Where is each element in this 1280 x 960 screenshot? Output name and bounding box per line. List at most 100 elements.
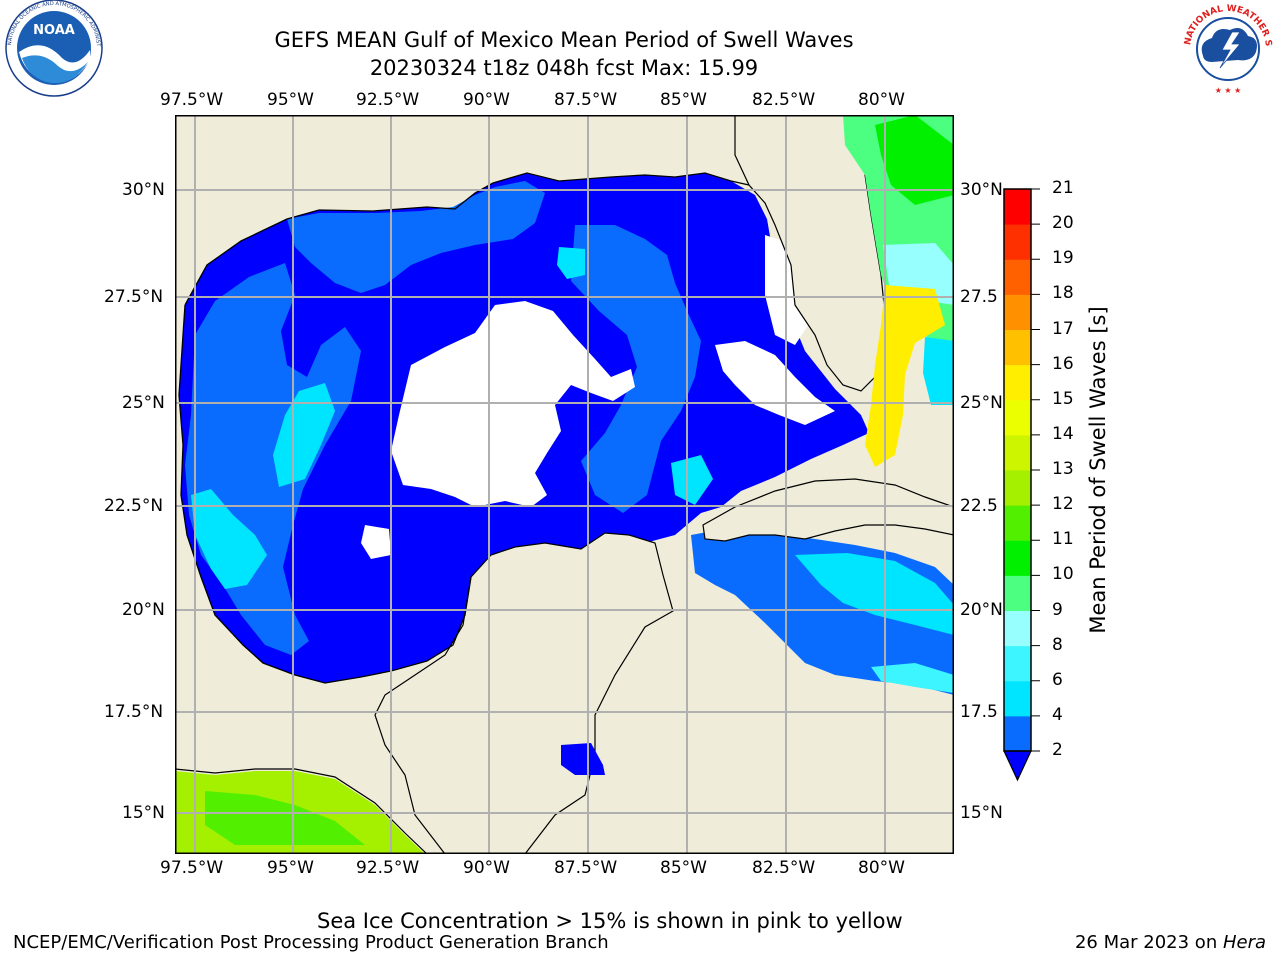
swell-4-6s-yucatan bbox=[671, 455, 713, 505]
lon-label-top: 87.5°W bbox=[554, 90, 618, 110]
lon-label-bottom: 80°W bbox=[858, 858, 905, 878]
lon-label-top: 82.5°W bbox=[752, 90, 816, 110]
colorbar-tick-label: 6 bbox=[1052, 669, 1063, 690]
colorbar-cell bbox=[1004, 505, 1031, 541]
lat-label-right: 30°N bbox=[960, 180, 1003, 200]
lon-label-top: 90°W bbox=[463, 90, 510, 110]
branch-credit: NCEP/EMC/Verification Post Processing Pr… bbox=[13, 932, 609, 953]
colorbar-tick-label: 12 bbox=[1052, 494, 1074, 515]
lon-label-bottom: 87.5°W bbox=[554, 858, 618, 878]
colorbar-tick-label: 10 bbox=[1052, 564, 1074, 585]
colorbar-label: Mean Period of Swell Waves [s] bbox=[1086, 306, 1110, 634]
lon-label-bottom: 92.5°W bbox=[356, 858, 420, 878]
colorbar bbox=[1003, 188, 1040, 782]
colorbar-cell bbox=[1004, 399, 1031, 436]
generation-date-text: 26 Mar 2023 on bbox=[1074, 932, 1223, 953]
colorbar-cell bbox=[1004, 540, 1031, 576]
north-coastline bbox=[184, 172, 750, 306]
map-subtitle: 20230324 t18z 048h fcst Max: 15.99 bbox=[369, 56, 759, 80]
colorbar-cell bbox=[1004, 610, 1031, 647]
colorbar-tick-label: 18 bbox=[1052, 283, 1074, 304]
colorbar-tick-label: 19 bbox=[1052, 248, 1074, 269]
pacific-coastline bbox=[175, 768, 428, 854]
noaa-logo: NOAA NATIONAL OCEANIC AND ATMOSPHERIC AD… bbox=[2, 0, 103, 97]
lat-label-left: 25°N bbox=[122, 393, 165, 413]
lat-label-right: 25°N bbox=[960, 393, 1003, 413]
swell-4-6s-caribbean bbox=[795, 553, 954, 635]
cuba-land bbox=[702, 478, 954, 542]
swell-4-6s-southwest bbox=[191, 489, 267, 589]
swell-4-6s-west bbox=[273, 383, 335, 487]
lat-label-left: 15°N bbox=[122, 803, 165, 823]
honduras-gulf-patch bbox=[561, 743, 605, 775]
lon-label-top: 92.5°W bbox=[356, 90, 420, 110]
lon-label-bottom: 85°W bbox=[660, 858, 707, 878]
lon-label-top: 85°W bbox=[660, 90, 707, 110]
colorbar-cell bbox=[1004, 259, 1031, 295]
lon-label-top: 95°W bbox=[267, 90, 314, 110]
map-panel bbox=[175, 115, 954, 854]
noaa-logo-text: NOAA bbox=[33, 23, 75, 38]
lon-label-top: 80°W bbox=[858, 90, 905, 110]
colorbar-cell bbox=[1004, 294, 1031, 330]
colorbar-tick-label: 16 bbox=[1052, 353, 1074, 374]
lat-label-left: 30°N bbox=[122, 180, 165, 200]
graticule bbox=[175, 115, 954, 854]
nws-logo: NATIONAL WEATHER SERVICE ★ ★ ★ bbox=[1176, 2, 1273, 95]
no-data-patch bbox=[361, 525, 391, 559]
colorbar-cell bbox=[1004, 645, 1031, 682]
lat-label-left: 17.5°N bbox=[104, 702, 164, 722]
ice-note: Sea Ice Concentration > 15% is shown in … bbox=[0, 890, 1280, 933]
colorbar-cells bbox=[1004, 189, 1031, 752]
colorbar-tick-label: 8 bbox=[1052, 634, 1063, 655]
colorbar-tick-label: 2 bbox=[1052, 740, 1063, 760]
atlantic-edge bbox=[923, 337, 954, 405]
pacific-11-12s bbox=[205, 791, 365, 845]
map-frame bbox=[175, 115, 954, 854]
colorbar-cell bbox=[1004, 680, 1031, 717]
swell-2-4s-north bbox=[287, 181, 545, 293]
colorbar-tick-label: 4 bbox=[1052, 704, 1063, 725]
generation-date: 26 Mar 2023 on Hera bbox=[1075, 932, 1266, 953]
colorbar-cell bbox=[1004, 470, 1031, 506]
colorbar-tick-labels: 2 4 6 8 9 10 11 12 13 14 15 16 17 18 19 20 21 bbox=[1052, 178, 1102, 785]
lon-label-bottom: 82.5°W bbox=[752, 858, 816, 878]
colorbar-tick-label: 15 bbox=[1052, 388, 1074, 409]
lat-label-left: 20°N bbox=[122, 600, 165, 620]
colorbar-tick-label: 11 bbox=[1052, 529, 1074, 550]
lat-label-right: 22.5 bbox=[960, 496, 998, 516]
colorbar-ticks bbox=[1031, 188, 1040, 752]
florida-land bbox=[734, 115, 886, 392]
colorbar-cell bbox=[1004, 364, 1031, 401]
machine-name: Hera bbox=[1222, 932, 1266, 953]
lat-label-left: 27.5°N bbox=[104, 287, 164, 307]
colorbar-cell bbox=[1004, 434, 1031, 471]
swell-4-6s-dot bbox=[557, 247, 585, 279]
lat-label-right: 27.5 bbox=[960, 287, 998, 307]
map-title: GEFS MEAN Gulf of Mexico Mean Period of … bbox=[274, 28, 854, 52]
nws-stars-icon: ★ ★ ★ bbox=[1215, 86, 1242, 95]
lat-label-right: 15°N bbox=[960, 803, 1003, 823]
colorbar-cell bbox=[1004, 715, 1031, 752]
atlantic-10-11s bbox=[875, 115, 954, 205]
colorbar-cell bbox=[1004, 575, 1031, 611]
swell-6-8s-caribbean bbox=[871, 663, 954, 693]
colorbar-extend-triangle bbox=[1003, 750, 1032, 782]
colorbar-tick-label: 14 bbox=[1052, 423, 1074, 444]
colorbar-tick-label: 9 bbox=[1052, 599, 1063, 620]
colorbar-cell bbox=[1004, 224, 1031, 260]
colorbar-cell bbox=[1004, 329, 1031, 366]
colorbar-tick-label: 17 bbox=[1052, 318, 1074, 339]
lon-label-bottom: 90°W bbox=[463, 858, 510, 878]
colorbar-tick-label: 21 bbox=[1052, 178, 1074, 198]
lon-label-bottom: 95°W bbox=[267, 858, 314, 878]
colorbar-cell bbox=[1004, 189, 1031, 225]
colorbar-tick-label: 13 bbox=[1052, 459, 1074, 479]
lat-label-right: 20°N bbox=[960, 600, 1003, 620]
lat-label-right: 17.5 bbox=[960, 702, 998, 722]
colorbar-tick-label: 20 bbox=[1052, 213, 1074, 234]
west-coastline bbox=[178, 304, 472, 684]
lon-label-top: 97.5°W bbox=[160, 90, 224, 110]
lat-label-left: 22.5°N bbox=[104, 496, 164, 516]
ice-note-text: Sea Ice Concentration > 15% is shown in … bbox=[317, 909, 903, 933]
